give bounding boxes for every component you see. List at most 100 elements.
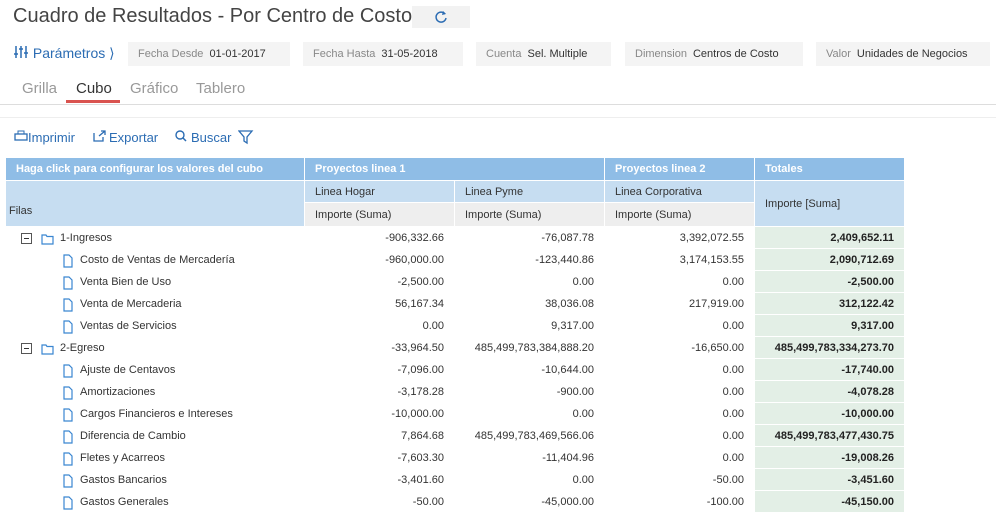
value-cell: -900.00	[455, 381, 605, 403]
collapse-icon[interactable]	[20, 232, 34, 246]
print-button[interactable]: Imprimir	[14, 130, 75, 145]
value-cell: -7,603.30	[305, 447, 455, 469]
value-cell: 0.00	[455, 271, 605, 293]
filter-chip[interactable]: Cuenta Sel. Multiple	[476, 42, 611, 66]
total-cell: 485,499,783,477,430.75	[755, 425, 905, 447]
filter-label: Fecha Desde	[138, 48, 204, 60]
filter-chip[interactable]: Fecha Hasta 31-05-2018	[303, 42, 463, 66]
column-header: Linea Pyme	[455, 181, 605, 203]
totals-header: Totales	[755, 158, 905, 181]
value-cell: -45,000.00	[455, 491, 605, 513]
measure-header: Importe (Suma)	[305, 203, 455, 227]
filter-value: Centros de Costo	[692, 48, 779, 60]
total-cell: -4,078.28	[755, 381, 905, 403]
value-cell: -960,000.00	[305, 249, 455, 271]
search-button[interactable]: Buscar	[175, 130, 231, 145]
value-cell: 0.00	[305, 315, 455, 337]
filter-value: Sel. Multiple	[527, 48, 588, 60]
export-button[interactable]: Exportar	[93, 130, 158, 145]
total-cell: 2,409,652.11	[755, 227, 905, 249]
total-cell: -3,451.60	[755, 469, 905, 491]
row-label: 2-Egreso	[60, 337, 280, 359]
value-cell: -76,087.78	[455, 227, 605, 249]
value-cell: -10,000.00	[305, 403, 455, 425]
value-cell: -906,332.66	[305, 227, 455, 249]
print-label: Imprimir	[28, 130, 75, 145]
value-cell: 485,499,783,384,888.20	[455, 337, 605, 359]
filter-value: 31-05-2018	[381, 48, 438, 60]
row-label: Gastos Bancarios	[80, 469, 300, 491]
row-label: 1-Ingresos	[60, 227, 280, 249]
doc-icon	[63, 452, 73, 466]
filter-chip[interactable]: Dimension Centros de Costo	[625, 42, 803, 66]
value-cell: 0.00	[605, 403, 755, 425]
total-cell: -10,000.00	[755, 403, 905, 425]
filter-icon[interactable]	[238, 130, 254, 145]
row-label: Diferencia de Cambio	[80, 425, 300, 447]
corner-header: Haga click para configurar los valores d…	[6, 158, 305, 181]
filter-chip[interactable]: Fecha Desde 01-01-2017	[128, 42, 290, 66]
value-cell: 56,167.34	[305, 293, 455, 315]
doc-icon	[63, 430, 73, 444]
doc-icon	[63, 320, 73, 334]
row-label: Venta de Mercaderia	[80, 293, 300, 315]
parameters-label: Parámetros ⟩	[32, 45, 115, 61]
export-icon	[93, 130, 106, 142]
measure-header: Importe (Suma)	[455, 203, 605, 227]
filter-label: Cuenta	[486, 48, 522, 60]
doc-icon	[63, 298, 73, 312]
doc-icon	[63, 496, 73, 510]
total-cell: -2,500.00	[755, 271, 905, 293]
row-label: Fletes y Acarreos	[80, 447, 300, 469]
folder-icon	[41, 344, 54, 355]
doc-icon	[63, 408, 73, 422]
column-header: Linea Corporativa	[605, 181, 755, 203]
total-cell: 485,499,783,334,273.70	[755, 337, 905, 359]
value-cell: 0.00	[605, 447, 755, 469]
doc-icon	[63, 386, 73, 400]
value-cell: 7,864.68	[305, 425, 455, 447]
measure-header: Importe (Suma)	[605, 203, 755, 227]
filter-value: Unidades de Negocios	[856, 48, 968, 60]
doc-icon	[63, 276, 73, 290]
value-cell: -10,644.00	[455, 359, 605, 381]
tab[interactable]: Gráfico	[130, 80, 179, 97]
value-cell: 217,919.00	[605, 293, 755, 315]
sliders-icon	[14, 46, 28, 58]
refresh-icon	[435, 11, 447, 23]
toolbar-divider	[0, 117, 996, 118]
row-label: Venta Bien de Uso	[80, 271, 300, 293]
row-label: Cargos Financieros e Intereses	[80, 403, 300, 425]
row-label: Gastos Generales	[80, 491, 300, 513]
tab[interactable]: Grilla	[22, 80, 58, 97]
value-cell: 0.00	[605, 315, 755, 337]
print-icon	[14, 130, 28, 141]
search-label: Buscar	[191, 130, 232, 145]
refresh-button[interactable]	[412, 6, 470, 28]
row-label: Ajuste de Centavos	[80, 359, 300, 381]
totals-measure-header: Importe [Suma]	[755, 181, 905, 227]
value-cell: -16,650.00	[605, 337, 755, 359]
value-cell: 0.00	[455, 403, 605, 425]
value-cell: -7,096.00	[305, 359, 455, 381]
value-cell: 0.00	[605, 381, 755, 403]
folder-icon	[41, 234, 54, 245]
total-cell: -45,150.00	[755, 491, 905, 513]
export-label: Exportar	[109, 130, 159, 145]
group-header: Proyectos linea 1	[305, 158, 605, 181]
row-label: Costo de Ventas de Mercadería	[80, 249, 300, 271]
filter-chip[interactable]: Valor Unidades de Negocios	[816, 42, 990, 66]
collapse-icon[interactable]	[20, 342, 34, 356]
tab[interactable]: Tablero	[196, 80, 246, 97]
active-tab-underline	[66, 100, 120, 103]
parameters-toggle[interactable]: Parámetros ⟩	[13, 45, 115, 62]
total-cell: 9,317.00	[755, 315, 905, 337]
filter-value: 01-01-2017	[209, 48, 266, 60]
column-header: Linea Hogar	[305, 181, 455, 203]
value-cell: -100.00	[605, 491, 755, 513]
value-cell: -11,404.96	[455, 447, 605, 469]
value-cell: 3,174,153.55	[605, 249, 755, 271]
value-cell: 485,499,783,469,566.06	[455, 425, 605, 447]
tab[interactable]: Cubo	[76, 80, 112, 97]
